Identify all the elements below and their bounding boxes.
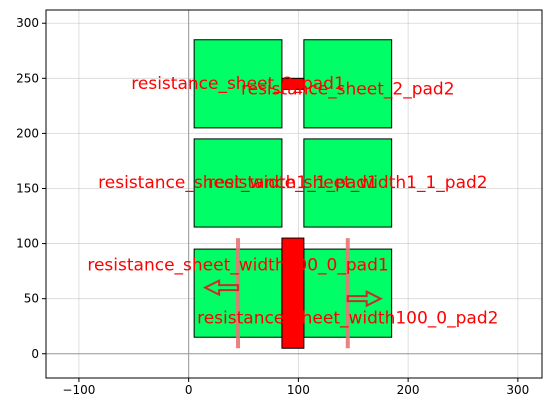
pad-rect xyxy=(193,138,283,228)
port-arrow xyxy=(202,279,240,297)
port-arrow xyxy=(346,290,383,308)
y-tick-label: 0 xyxy=(31,347,39,361)
port-arrows xyxy=(202,279,383,308)
port-labels: resistance_sheet_2_pad1resistance_sheet_… xyxy=(87,74,498,329)
y-tick-label: 100 xyxy=(16,237,39,251)
y-tick-label: 50 xyxy=(24,292,39,306)
resistor-rect xyxy=(281,77,305,90)
x-tick-label: 100 xyxy=(287,383,310,397)
x-tick-label: 200 xyxy=(397,383,420,397)
x-axis-ticks: −100 0 100 200 300 xyxy=(62,378,529,397)
y-tick-label: 150 xyxy=(16,181,39,195)
port-label: resistance_sheet_2_pad1 xyxy=(131,74,345,94)
port-label: resistance_sheet_2_pad2 xyxy=(241,79,455,99)
x-tick-label: 0 xyxy=(185,383,193,397)
y-tick-label: 250 xyxy=(16,71,39,85)
plot-frame xyxy=(45,9,543,379)
y-tick-label: 300 xyxy=(16,16,39,30)
port-lines xyxy=(236,238,350,349)
port-label: resistance_sheet_width100_0_pad1 xyxy=(87,256,388,276)
resistor-rect xyxy=(281,237,305,349)
port-label: resistance_sheet_width1_1_pad1 xyxy=(98,173,378,193)
x-tick-label: 300 xyxy=(506,383,529,397)
x-tick-label: −100 xyxy=(62,383,95,397)
zero-axis-lines xyxy=(46,10,542,378)
resistors xyxy=(281,77,305,349)
port-label: resistance_sheet_width100_0_pad2 xyxy=(197,309,498,329)
y-axis-ticks: 0 50 100 150 200 250 300 xyxy=(16,16,46,361)
pad-rect xyxy=(303,138,393,228)
y-tick-label: 200 xyxy=(16,126,39,140)
pad-rect xyxy=(303,39,393,129)
port-label: resistance_sheet_width1_1_pad2 xyxy=(208,173,488,193)
